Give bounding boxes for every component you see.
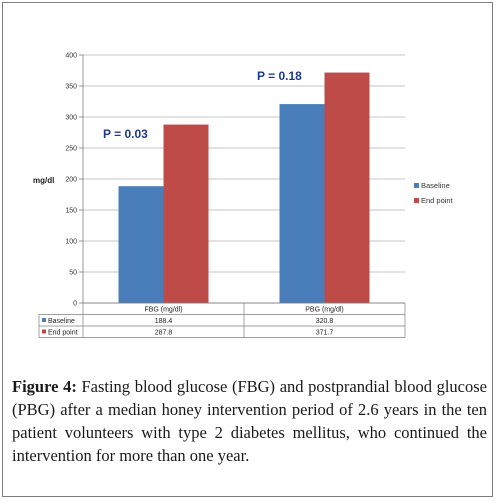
y-tick-label: 0 [73, 301, 77, 308]
bar-baseline [279, 104, 325, 303]
legend: Baseline End point [414, 181, 454, 205]
bar-baseline [118, 186, 164, 303]
p-value-annotation-fbg: P = 0.03 [103, 127, 148, 141]
y-tick-label: 200 [65, 177, 77, 184]
y-tick-label: 150 [65, 208, 77, 215]
table-value: 287.8 [155, 330, 173, 337]
figure-frame [2, 2, 493, 497]
p-value-annotation-pbg: P = 0.18 [257, 69, 302, 83]
y-tick-label: 400 [65, 53, 77, 60]
data-table: FBG (mg/dl) PBG (mg/dl) Baseline 188.4 320.8… [38, 302, 406, 338]
caption-text: Fasting blood glucose (FBG) and postpran… [12, 377, 487, 465]
x-category-label: FBG (mg/dl) [144, 307, 182, 314]
caption-label: Figure 4: [12, 377, 77, 396]
bars [118, 72, 370, 304]
y-tick-label: 350 [65, 84, 77, 91]
y-tick-label: 300 [65, 115, 77, 122]
legend-swatch [414, 198, 419, 203]
y-axis-label: mg/dl [33, 176, 54, 185]
bar-end-point [163, 124, 209, 304]
bar-end-point [324, 72, 370, 304]
table-series-label: Baseline [48, 318, 75, 325]
y-tick-label: 100 [65, 239, 77, 246]
legend-label: End point [421, 196, 454, 205]
legend-swatch [414, 183, 419, 188]
legend-label: Baseline [421, 181, 450, 190]
table-value: 188.4 [155, 318, 173, 325]
table-legend-key [42, 318, 46, 322]
y-tick-label: 50 [69, 270, 77, 277]
y-tick-label: 250 [65, 146, 77, 153]
x-category-label: PBG (mg/dl) [305, 307, 344, 314]
table-value: 320.8 [316, 318, 334, 325]
table-legend-key [42, 329, 46, 334]
bar-chart: 0 50 100 150 200 250 300 350 400 FBG (mg/dl) PBG … [33, 53, 454, 338]
table-series-label: End point [48, 330, 78, 337]
figure-caption: Figure 4: Fasting blood glucose (FBG) an… [12, 375, 487, 467]
table-value: 371.7 [316, 330, 334, 337]
